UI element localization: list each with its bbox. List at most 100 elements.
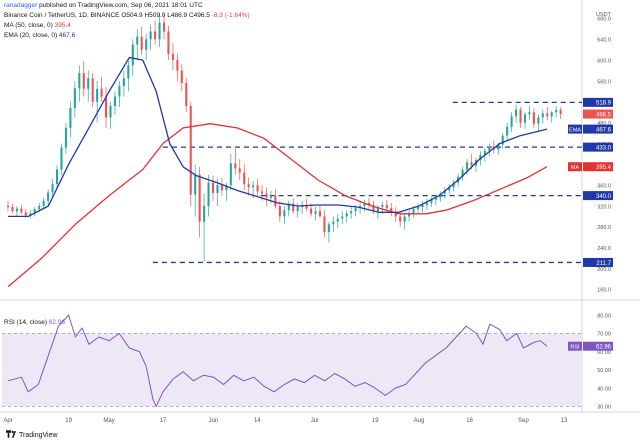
candle-body [452, 182, 455, 188]
candle-body [274, 195, 277, 207]
candle-body [292, 203, 295, 212]
candle-body [216, 185, 219, 193]
symbol-name[interactable]: Binance Coin / TetherUS, 1D, BINANCE [4, 12, 120, 19]
candle-body [33, 209, 36, 214]
candle-body [559, 109, 562, 115]
candle-body [167, 31, 170, 54]
candle-body [488, 146, 491, 151]
price-tick-label: 480.0 [597, 121, 611, 127]
candle-body [149, 31, 152, 40]
price-tick-label: 680.0 [597, 17, 611, 23]
ma-legend-label: MA (50, close, 0) [4, 22, 53, 29]
candle-body [483, 150, 486, 155]
ohlc-close: C496.5 [188, 12, 210, 19]
candle-body [176, 60, 179, 71]
ema-legend[interactable]: EMA (20, close, 0) 467.6 [4, 32, 75, 39]
price-tick-label: 640.0 [597, 38, 611, 44]
published-info: published on TradingView.com, Sep 06, 20… [39, 2, 203, 9]
candle-body [265, 193, 268, 198]
price-label-text: 496.5 [596, 112, 612, 118]
symbol-line: Binance Coin / TetherUS, 1D, BINANCE O50… [4, 12, 250, 19]
time-tick-label: 14 [254, 418, 261, 424]
candle-body [229, 163, 232, 186]
candle-body [314, 211, 317, 214]
candle-body [109, 105, 112, 118]
price-tick-label: 360.0 [597, 183, 611, 189]
candle-body [283, 210, 286, 217]
candle-body [100, 88, 103, 97]
candle-body [448, 187, 451, 191]
ma-legend-value: 395.4 [54, 22, 71, 29]
candle-body [11, 207, 14, 212]
candle-body [55, 169, 59, 185]
candle-body [537, 117, 540, 124]
author[interactable]: ranadagger [4, 2, 38, 9]
candle-body [412, 209, 415, 214]
tradingview-logo-icon [6, 430, 16, 438]
candle-body [421, 204, 424, 208]
candle-body [550, 112, 553, 117]
ma-50-line [7, 123, 548, 288]
rsi-tick-label: 40.00 [597, 386, 611, 392]
rsi-legend-value: 62.96 [48, 319, 66, 326]
price-label-box [583, 142, 613, 152]
candle-body [523, 114, 527, 123]
candle-body [225, 185, 228, 191]
candle-body [528, 112, 531, 115]
candle-body [354, 208, 357, 212]
tradingview-footer[interactable]: TradingView [6, 430, 58, 439]
candle-body [140, 36, 143, 50]
price-tick-label: 280.0 [597, 225, 611, 231]
candle-body [194, 174, 197, 195]
tradingview-brand: TradingView [19, 432, 58, 439]
candle-body [541, 113, 544, 118]
time-tick-label: May [103, 418, 114, 424]
candle-body [256, 185, 259, 192]
price-tag-text: MA [571, 165, 580, 171]
price-tick-label: 200.0 [597, 267, 611, 273]
candle-body [341, 216, 344, 219]
candle-body [278, 206, 281, 217]
candle-body [425, 202, 428, 205]
candle-body [189, 105, 192, 195]
time-tick-label: Apr [3, 418, 12, 424]
price-tag-text: EMA [569, 127, 581, 133]
price-label-text: 433.0 [596, 145, 612, 151]
candle-body [372, 204, 375, 212]
candle-body [105, 96, 108, 118]
ohlc-open: O504.9 [121, 12, 143, 19]
time-tick-label: Sep [518, 418, 529, 424]
candle-body [220, 185, 223, 191]
rsi-legend[interactable]: RSI (14, close) 62.96 [4, 319, 65, 326]
candle-body [430, 199, 433, 203]
candle-body [118, 86, 121, 97]
price-label-box [583, 162, 613, 172]
candle-body [247, 184, 250, 188]
rsi-tick-label: 60.00 [597, 350, 611, 356]
candle-body [345, 213, 348, 217]
candle-body [287, 203, 290, 211]
rsi-tag-text: RSI [570, 345, 580, 351]
ema-legend-label: EMA (20, close, 0) [4, 32, 58, 39]
candle-body [515, 109, 518, 117]
price-label-box [583, 257, 613, 267]
candle-body [131, 44, 134, 66]
candle-body [461, 169, 464, 177]
time-tick-label: 19 [65, 418, 72, 424]
candle-body [82, 73, 85, 89]
candle-body [336, 218, 339, 222]
candle-body [439, 193, 442, 198]
candle-body [211, 182, 215, 193]
candle-body [122, 78, 125, 87]
rsi-tick-label: 30.00 [597, 405, 611, 411]
candle-body [367, 202, 371, 205]
candle-body [318, 211, 322, 217]
time-tick-label: Jul [311, 418, 319, 424]
candle-body [519, 109, 522, 123]
candle-body [78, 73, 81, 89]
ma-legend[interactable]: MA (50, close, 0) 395.4 [4, 22, 71, 29]
candle-body [38, 206, 41, 210]
price-tick-label: 320.0 [597, 204, 611, 210]
publisher-line: ranadagger published on TradingView.com,… [4, 2, 203, 9]
